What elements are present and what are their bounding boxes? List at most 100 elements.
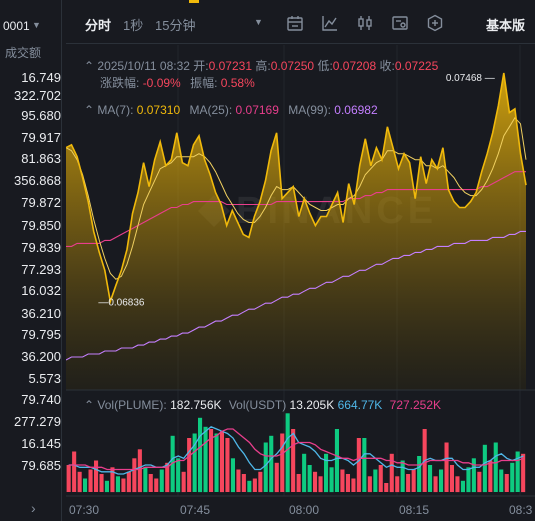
turnover-value: 95.680 (21, 108, 61, 123)
volume-bar (449, 465, 454, 492)
volume-bar (225, 438, 230, 492)
volume-bar (159, 469, 164, 492)
volume-bar (247, 480, 252, 493)
volume-bar (417, 456, 422, 492)
volume-bar (209, 429, 214, 492)
chevron-down-icon[interactable]: ▼ (254, 17, 263, 27)
volume-bar (313, 471, 318, 493)
turnover-value: 277.279 (14, 414, 61, 429)
volume-bar (477, 471, 482, 493)
volume-bar (334, 429, 339, 492)
volume-bar (219, 431, 224, 493)
price-chart[interactable]: BINANCE 0.07468 ——0.06836 07:3007:4508:0… (65, 45, 535, 521)
ma99-label: MA(99): (288, 103, 331, 117)
close-value: 0.07225 (394, 59, 439, 73)
volume-bar (170, 435, 175, 493)
basic-view-toggle[interactable]: 基本版 (486, 18, 526, 33)
candle-icon[interactable] (356, 14, 374, 32)
time-tick-label: 08:3 (509, 503, 533, 517)
indicator-icon[interactable] (321, 14, 339, 32)
volume-bar (340, 469, 345, 492)
volume-bar (214, 433, 219, 492)
order-book-panel: 0001 ▼ 成交额 16.749 322.702 95.680 79.917 81.8… (0, 0, 62, 521)
time-axis: 07:30 07:45 08:00 08:15 08:3 (69, 503, 533, 517)
volume-bar (504, 474, 509, 492)
change-row: 涨跌幅: -0.09% 振幅: 0.58% (100, 74, 255, 91)
volume-bar (493, 442, 498, 492)
turnover-value: 36.200 (21, 349, 61, 364)
collapse-icon[interactable]: ⌃ (84, 103, 95, 117)
volume-bar (181, 471, 186, 493)
vol-ma10-value: 727.252K (389, 398, 442, 412)
tab-time-sharing[interactable]: 分时 (85, 18, 112, 33)
volume-bar (466, 467, 471, 493)
chevron-down-icon[interactable]: ▼ (32, 20, 41, 30)
volume-bar (187, 438, 192, 492)
turnover-value: 79.839 (21, 240, 61, 255)
price-line (65, 72, 527, 305)
volume-bar (274, 462, 279, 493)
volume-bar (471, 458, 476, 493)
turnover-value: 79.872 (21, 195, 61, 210)
turnover-value: 16.145 (21, 436, 61, 451)
volume-bar (428, 465, 433, 492)
volume-bar (395, 476, 400, 493)
turnover-value: 5.573 (28, 371, 61, 386)
volume-bar (521, 453, 526, 493)
volume-bar (203, 426, 208, 493)
volume-bar (148, 474, 153, 492)
time-tick-label: 08:15 (399, 503, 429, 517)
precision-selector[interactable]: 0001 (3, 19, 30, 33)
ma25-label: MA(25): (189, 103, 233, 117)
volume-bar (345, 474, 350, 492)
settings-icon[interactable] (391, 14, 409, 32)
volume-bar (351, 478, 356, 492)
volume-bar (230, 458, 235, 493)
volume-bar (126, 471, 131, 493)
volume-bar (280, 433, 285, 492)
volume-bar (236, 469, 241, 492)
turnover-value: 79.917 (21, 130, 61, 145)
volume-bar (411, 469, 416, 492)
volume-bar (137, 449, 142, 493)
low-value: 0.07208 (332, 59, 377, 73)
low-label: 低: (317, 59, 333, 73)
amplitude-value: 0.58% (220, 76, 255, 90)
volume-bar (94, 460, 99, 492)
volume-bar (367, 476, 372, 493)
calendar-icon[interactable] (286, 14, 304, 32)
min-price-label: —0.06836 (98, 297, 145, 308)
volume-bar (132, 458, 137, 493)
volume-bar (302, 453, 307, 493)
volume-bar (143, 467, 148, 493)
tab-15-minutes[interactable]: 15分钟 (155, 18, 196, 33)
volume-row: ⌃ Vol(PLUME): 182.756K Vol(USDT) 13.205K… (84, 398, 441, 412)
chevron-right-icon[interactable]: › (31, 500, 36, 516)
volume-bar (198, 417, 203, 493)
price-annotations: 0.07468 — —0.06836 (98, 73, 494, 308)
volume-bar (444, 442, 449, 492)
high-label: 高: (255, 59, 271, 73)
volume-bar (307, 465, 312, 492)
turnover-value: 81.863 (21, 151, 61, 166)
change-value: -0.09% (142, 76, 181, 90)
time-tick-label: 07:30 (69, 503, 99, 517)
left-panel-header: 0001 ▼ 成交额 (0, 0, 62, 60)
datetime: 2025/10/11 08:32 (97, 59, 190, 73)
turnover-column-header: 成交额 (5, 46, 42, 60)
vol-plume-value: 182.756K (170, 398, 222, 412)
volume-bar (384, 483, 389, 492)
change-label: 涨跌幅: (100, 76, 140, 90)
volume-ma-cyan-line (68, 426, 524, 475)
chart-canvas[interactable]: BINANCE 0.07468 ——0.06836 07:3007:4508:0… (65, 45, 535, 521)
collapse-icon[interactable]: ⌃ (84, 398, 95, 412)
collapse-icon[interactable]: ⌃ (84, 59, 95, 73)
vol-usdt-label: Vol(USDT) (228, 398, 287, 412)
volume-bar (66, 465, 71, 492)
volume-bar (499, 469, 504, 492)
add-icon[interactable] (426, 14, 444, 32)
tab-1-second[interactable]: 1秒 (123, 18, 144, 33)
volume-bar (285, 413, 290, 493)
ma7-label: MA(7): (97, 103, 134, 117)
ohlc-row: ⌃ 2025/10/11 08:32 开:0.07231 高:0.07250 低… (84, 57, 438, 74)
